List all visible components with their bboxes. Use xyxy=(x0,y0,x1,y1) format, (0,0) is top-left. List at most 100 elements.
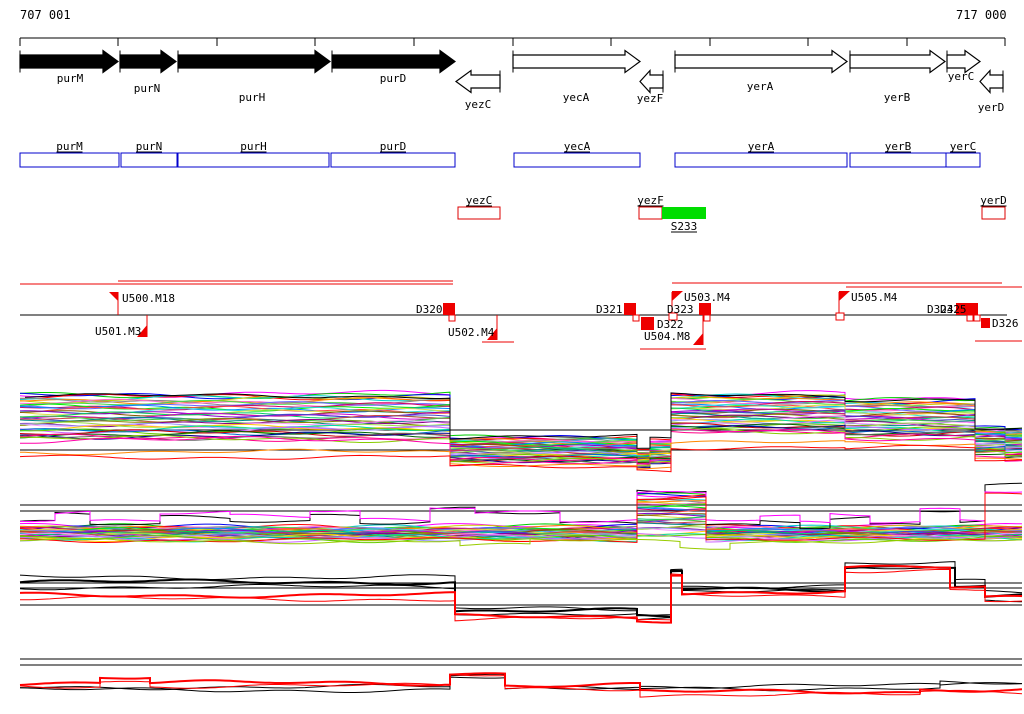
end-coordinate: 717 000 xyxy=(956,8,1007,22)
feature-box-label-yezC[interactable]: yezC xyxy=(466,194,493,207)
probe-square-D322[interactable] xyxy=(641,317,654,330)
gene-arrow-label-yerB: yerB xyxy=(884,91,911,104)
primer-label-U502.M4[interactable]: U502.M4 xyxy=(448,326,495,339)
profile-line xyxy=(20,568,1023,622)
profile-line xyxy=(20,492,1023,543)
probe-square-D324[interactable] xyxy=(956,303,968,315)
cds-box-label-purN[interactable]: purN xyxy=(136,140,163,153)
primer-flag-U504.M8[interactable] xyxy=(693,333,703,345)
gene-arrow-label-purM: purM xyxy=(57,72,84,85)
cds-box-purN[interactable] xyxy=(120,152,178,168)
cds-box-purD[interactable] xyxy=(330,152,456,168)
feature-box-yezC[interactable] xyxy=(457,206,501,220)
gene-arrow-label-purH: purH xyxy=(239,91,266,104)
cds-box-label-yerC[interactable]: yerC xyxy=(950,140,977,153)
profile-line xyxy=(19,414,1023,464)
primer-base-notch-U505.M4 xyxy=(835,312,845,321)
cds-box-label-purH[interactable]: purH xyxy=(240,140,267,153)
feature-box-yezF[interactable] xyxy=(638,206,663,220)
gene-arrow-label-yezF: yezF xyxy=(637,92,664,105)
primer-flag-U501.M3[interactable] xyxy=(137,325,147,337)
primer-flag-U505.M4[interactable] xyxy=(839,291,850,301)
gene-arrow-yerD[interactable] xyxy=(979,68,1004,95)
cds-box-yerC[interactable] xyxy=(945,152,981,168)
gene-arrow-label-purD: purD xyxy=(380,72,407,85)
cds-box-label-purM[interactable]: purM xyxy=(56,140,83,153)
cds-box-label-yecA[interactable]: yecA xyxy=(564,140,591,153)
gene-arrow-label-yerD: yerD xyxy=(978,101,1005,114)
feature-box-label-yerD[interactable]: yerD xyxy=(980,194,1007,207)
profile-line xyxy=(19,492,1023,532)
probe-notch-D321 xyxy=(632,314,640,322)
primer-label-U500.M18[interactable]: U500.M18 xyxy=(122,292,175,305)
gene-arrow-yerA[interactable] xyxy=(674,49,849,74)
profile-line xyxy=(19,532,1022,543)
profile-line xyxy=(19,537,1023,550)
primer-label-U501.M3[interactable]: U501.M3 xyxy=(95,325,141,338)
start-coordinate: 707 001 xyxy=(20,8,71,22)
profile-line xyxy=(19,491,1023,524)
cds-box-label-purD[interactable]: purD xyxy=(380,140,407,153)
profile-line xyxy=(19,424,1022,465)
primer-label-U503.M4[interactable]: U503.M4 xyxy=(684,291,731,304)
cds-box-yerA[interactable] xyxy=(674,152,848,168)
gene-arrow-label-yerC: yerC xyxy=(948,70,975,83)
probe-label-D323[interactable]: D323 xyxy=(667,303,694,316)
primer-base-notch-U503.M4 xyxy=(668,312,678,321)
profile-line xyxy=(19,426,1023,468)
profile-line xyxy=(19,566,1023,621)
gene-arrow-label-yezC: yezC xyxy=(465,98,492,111)
feature-box-label-yezF[interactable]: yezF xyxy=(637,194,664,207)
primer-flag-U500.M18[interactable] xyxy=(109,292,118,301)
feature-box-yerD[interactable] xyxy=(981,206,1006,220)
primer-flag-U503.M4[interactable] xyxy=(672,291,683,301)
profile-line xyxy=(19,397,1023,457)
probe-label-D325[interactable]: D325 xyxy=(940,303,967,316)
cds-box-label-yerB[interactable]: yerB xyxy=(885,140,912,153)
probe-label-D320[interactable]: D320 xyxy=(416,303,443,316)
probe-label-D324[interactable]: D324 xyxy=(927,303,954,316)
cds-box-yecA[interactable] xyxy=(513,152,641,168)
profile-line xyxy=(24,392,1023,449)
probe-square-D325[interactable] xyxy=(966,303,978,315)
cds-box-purM[interactable] xyxy=(19,152,120,168)
profile-line xyxy=(19,428,1023,467)
gene-arrow-yerB[interactable] xyxy=(849,49,947,74)
probe-label-D322[interactable]: D322 xyxy=(657,318,684,331)
probe-square-D321[interactable] xyxy=(624,303,636,315)
gene-arrow-purM[interactable] xyxy=(19,49,120,74)
primer-flag-U502.M4[interactable] xyxy=(487,328,497,340)
profile-line xyxy=(19,564,1023,624)
probe-notch-D323 xyxy=(703,314,711,322)
probe-square-D320[interactable] xyxy=(443,303,455,315)
probe-notch-D325 xyxy=(973,314,981,322)
probe-label-D321[interactable]: D321 xyxy=(596,303,623,316)
cds-box-label-yerA[interactable]: yerA xyxy=(748,140,775,153)
gene-arrow-label-yerA: yerA xyxy=(747,80,774,93)
profile-line xyxy=(19,561,1023,617)
gene-arrow-purN[interactable] xyxy=(119,49,178,74)
gene-arrow-purD[interactable] xyxy=(331,49,457,74)
primer-label-U505.M4[interactable]: U505.M4 xyxy=(851,291,898,304)
profile-line xyxy=(19,440,1023,470)
probe-label-D326[interactable]: D326 xyxy=(992,317,1019,330)
segment-label-S233: S233 xyxy=(671,220,698,233)
probe-square-D326[interactable] xyxy=(981,318,990,328)
profile-line xyxy=(19,565,1023,618)
probe-square-D323[interactable] xyxy=(699,303,711,315)
probe-notch-D320 xyxy=(448,314,456,322)
cds-box-yerB[interactable] xyxy=(849,152,947,168)
gene-arrow-purH[interactable] xyxy=(177,49,332,74)
profile-line xyxy=(19,399,1023,459)
gene-arrow-yerC[interactable] xyxy=(946,49,982,74)
gene-arrow-label-yecA: yecA xyxy=(563,91,590,104)
segment-box-S233[interactable] xyxy=(662,207,706,219)
gene-arrow-yecA[interactable] xyxy=(512,49,642,74)
gene-arrow-yezC[interactable] xyxy=(454,69,501,94)
cds-box-purH[interactable] xyxy=(177,152,330,168)
primer-label-U504.M8[interactable]: U504.M8 xyxy=(644,330,690,343)
profile-line xyxy=(20,428,1023,466)
gene-arrow-yezF[interactable] xyxy=(639,68,664,95)
gene-arrow-label-purN: purN xyxy=(134,82,161,95)
